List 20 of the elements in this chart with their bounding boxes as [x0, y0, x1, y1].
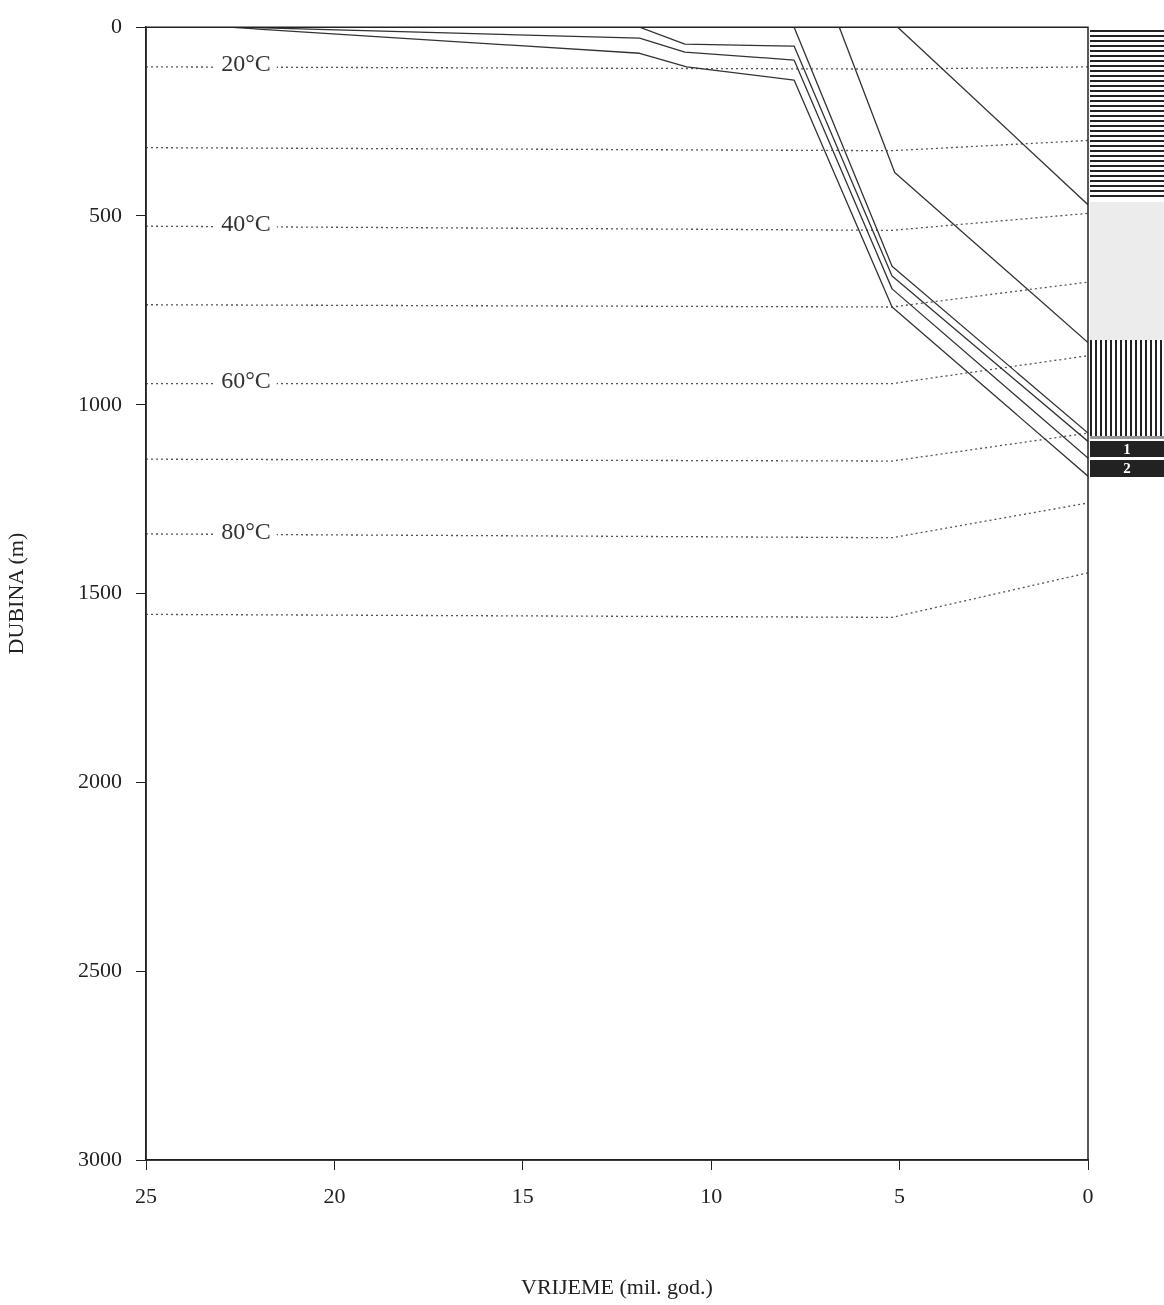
- y-tick-label: 500: [89, 201, 122, 227]
- y-tick-label: 2500: [78, 956, 122, 982]
- series-label: 60°C: [221, 366, 271, 393]
- x-axis-title: VRIJEME (mil. god.): [521, 1273, 713, 1299]
- x-tick-label: 0: [1082, 1182, 1094, 1208]
- x-tick-label: 10: [700, 1182, 723, 1208]
- y-tick-label: 3000: [78, 1145, 122, 1171]
- x-tick-label: 15: [511, 1182, 534, 1208]
- x-tick-label: 5: [894, 1182, 906, 1208]
- series-label: 40°C: [221, 210, 271, 237]
- y-tick-label: 2000: [78, 768, 122, 794]
- stratigraphic-column: 1 2: [1090, 30, 1164, 478]
- y-tick-label: 0: [111, 12, 122, 38]
- y-tick-label: 1000: [78, 390, 122, 416]
- y-axis-title: DUBINA (m): [2, 532, 28, 655]
- x-tick-label: 25: [135, 1182, 157, 1208]
- series-label: 80°C: [221, 517, 271, 544]
- series-label: 20°C: [221, 50, 271, 77]
- x-tick-label: 20: [323, 1182, 346, 1208]
- y-tick-label: 1500: [78, 579, 122, 605]
